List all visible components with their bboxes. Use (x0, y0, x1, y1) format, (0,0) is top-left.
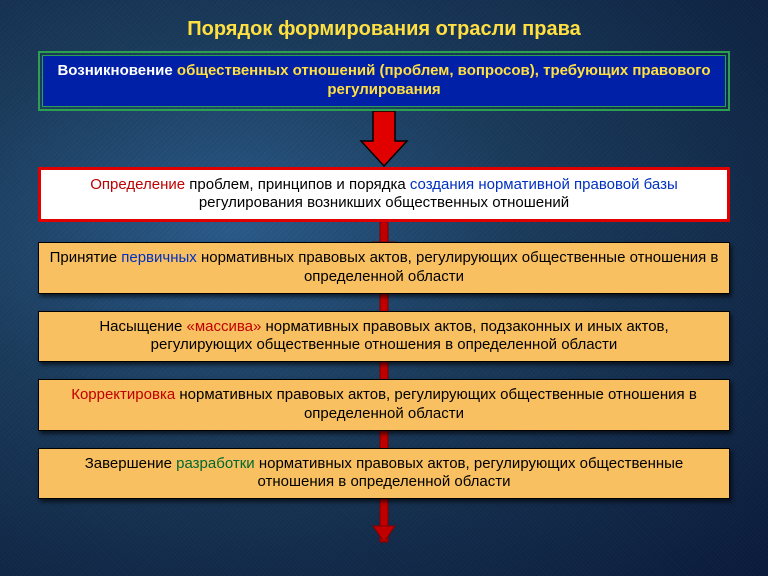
step-3: Принятие первичных нормативных правовых … (38, 242, 730, 294)
step-6-t1: Завершение (85, 455, 176, 472)
step-6: Завершение разработки нормативных правов… (38, 448, 730, 500)
step-5: Корректировка нормативных правовых актов… (38, 379, 730, 431)
step-1-rest: общественных отношений (проблем, вопросо… (173, 62, 711, 98)
step-5-kw: Корректировка (71, 386, 175, 403)
step-4-kw: «массива» (186, 318, 261, 335)
step-4: Насыщение «массива» нормативных правовых… (38, 311, 730, 363)
step-1-keyword: Возникновение (57, 62, 172, 79)
step-2-kw1: Определение (90, 176, 185, 193)
step-6-t2: нормативных правовых актов, регулирующих… (255, 455, 684, 491)
step-2-t1: проблем, принципов и порядка (185, 176, 410, 193)
step-1: Возникновение общественных отношений (пр… (42, 55, 726, 107)
step-6-kw: разработки (176, 455, 255, 472)
arrow-1 (38, 111, 730, 167)
slide-title: Порядок формирования отрасли права (38, 18, 730, 41)
step-3-t2: нормативных правовых актов, регулирующих… (197, 249, 719, 285)
step-2-kw2: создания нормативной правовой базы (410, 176, 678, 193)
step-1-outer: Возникновение общественных отношений (пр… (38, 51, 730, 111)
step-2: Определение проблем, принципов и порядка… (38, 167, 730, 223)
step-2-t2: регулирования возникших общественных отн… (199, 194, 569, 211)
step-3-t1: Принятие (50, 249, 122, 266)
step-3-kw: первичных (121, 249, 197, 266)
step-5-t1: нормативных правовых актов, регулирующих… (175, 386, 697, 422)
step-4-t1: Насыщение (99, 318, 186, 335)
